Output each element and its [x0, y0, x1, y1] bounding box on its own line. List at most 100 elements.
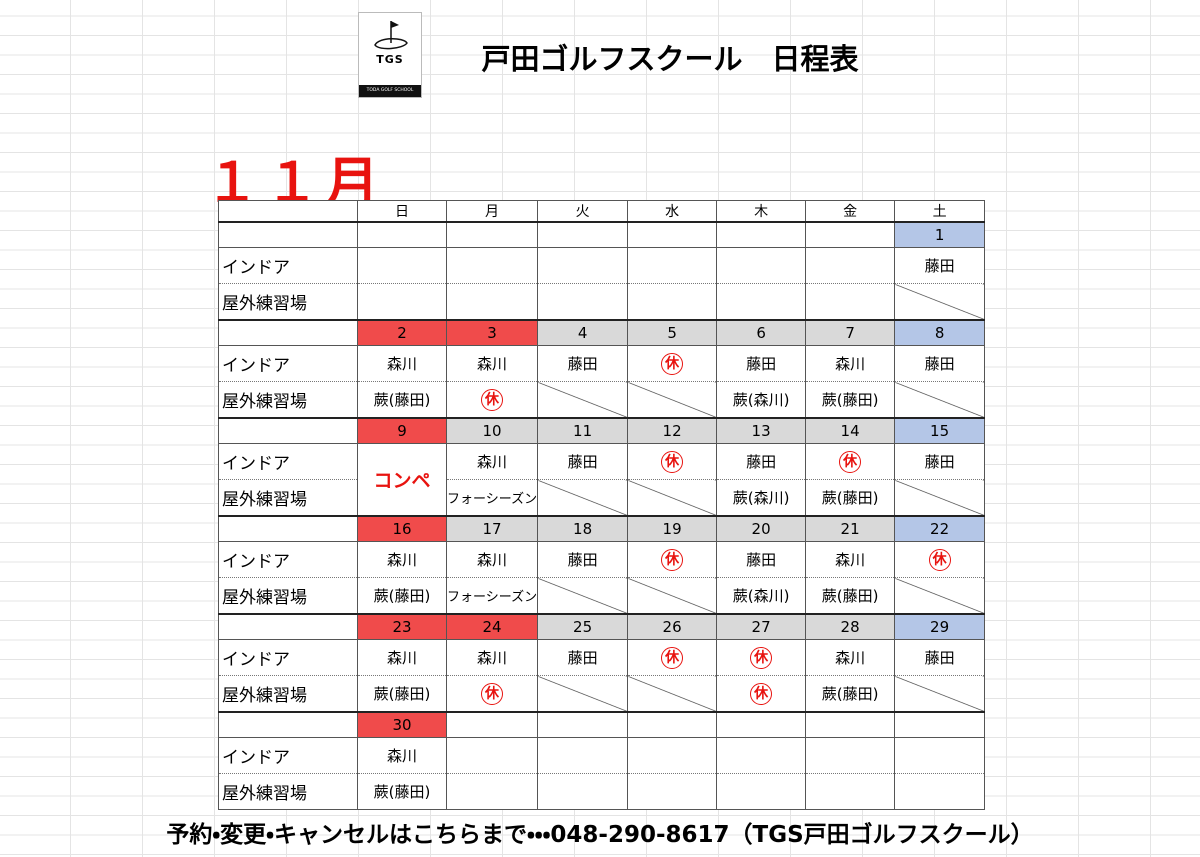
entry-cell: 森川 [445, 443, 539, 480]
row-label: インドア [218, 737, 358, 774]
cell-text: 19 [662, 520, 682, 538]
cell-text: 木 [754, 204, 769, 220]
date-cell: 2 [357, 319, 447, 346]
cell-text: インドア [222, 454, 290, 474]
cell-text: 26 [662, 618, 682, 636]
entry-cell [716, 247, 807, 284]
entry-cell [805, 773, 896, 810]
entry-cell: 藤田 [716, 345, 807, 382]
row-label: 屋外練習場 [218, 479, 358, 516]
cell-text: 28 [840, 618, 860, 636]
entry-cell: 森川 [357, 639, 447, 676]
indoor-row: インドア 森川 森川 藤田 休 休 森川 藤田 [218, 639, 986, 676]
date-cell: 8 [894, 319, 986, 346]
entry-cell: 蕨(藤田) [805, 675, 896, 712]
entry-cell: 森川 [805, 541, 896, 578]
date-cell: 28 [805, 613, 896, 640]
entry-cell [627, 283, 718, 320]
entry-cell [357, 283, 447, 320]
entry-cell: 森川 [357, 345, 447, 382]
cell-text: 蕨(森川) [732, 489, 790, 507]
entry-cell: 休 [894, 541, 986, 578]
entry-cell [894, 479, 986, 516]
date-row: 2 3 4 5 6 7 8 [218, 319, 986, 346]
cell-text: 21 [840, 520, 860, 538]
cell-text: 20 [751, 520, 771, 538]
entry-cell: 蕨(藤田) [805, 577, 896, 614]
date-cell: 7 [805, 319, 896, 346]
closed-mark: 休 [928, 548, 951, 571]
date-cell: 25 [537, 613, 629, 640]
entry-cell [894, 381, 986, 418]
entry-cell: 蕨(藤田) [357, 381, 447, 418]
cell-text: 17 [482, 520, 502, 538]
entry-cell: 藤田 [716, 541, 807, 578]
row-label: 屋外練習場 [218, 283, 358, 320]
date-cell: 13 [716, 417, 807, 444]
entry-cell: 蕨(藤田) [805, 381, 896, 418]
entry-cell: 休 [805, 443, 896, 480]
closed-mark: 休 [661, 646, 684, 669]
entry-cell: 蕨(藤田) [805, 479, 896, 516]
entry-cell [627, 773, 718, 810]
cell-text: 森川 [477, 551, 508, 569]
row-label: インドア [218, 443, 358, 480]
row-label: 屋外練習場 [218, 675, 358, 712]
date-cell: 5 [627, 319, 718, 346]
indoor-row: インドア 森川 森川 藤田 休 藤田 森川 休 [218, 541, 986, 578]
cell-text: インドア [222, 356, 290, 376]
date-cell: 4 [537, 319, 629, 346]
date-cell [805, 221, 896, 248]
footer: 予約・変更・キャンセルはこちらまで・・・048-290-8617（TGS戸田ゴル… [166, 822, 1034, 848]
label-cell [218, 319, 358, 346]
cell-text: 藤田 [924, 453, 955, 471]
indoor-row: インドア 藤田 [218, 247, 986, 284]
cell-text: 藤田 [746, 551, 777, 569]
entry-cell [537, 737, 629, 774]
entry-cell: 休 [445, 675, 539, 712]
cell-text: 月 [485, 204, 500, 220]
weekday-cell: 木 [716, 200, 807, 222]
date-cell: 10 [445, 417, 539, 444]
date-cell [537, 711, 629, 738]
cell-text: 蕨(藤田) [373, 587, 431, 605]
entry-cell [894, 283, 986, 320]
cell-text: 屋外練習場 [222, 294, 307, 314]
weekday-cell: 金 [805, 200, 896, 222]
entry-cell: 休 [627, 443, 718, 480]
indoor-row: インドア 森川 [218, 737, 986, 774]
date-cell [716, 221, 807, 248]
entry-cell: 休 [627, 639, 718, 676]
entry-cell [805, 283, 896, 320]
cell-text: 屋外練習場 [222, 784, 307, 804]
entry-cell: 休 [627, 541, 718, 578]
cell-text: 蕨(藤田) [821, 391, 879, 409]
cell-text: 8 [934, 324, 945, 342]
date-cell [445, 221, 539, 248]
cell-text: 藤田 [924, 649, 955, 667]
date-cell [357, 221, 447, 248]
date-cell: 11 [537, 417, 629, 444]
outdoor-row: 屋外練習場 フォーシーズン 蕨(森川) 蕨(藤田) [218, 479, 986, 516]
entry-cell [627, 247, 718, 284]
date-cell [805, 711, 896, 738]
entry-cell [894, 773, 986, 810]
cell-text: 森川 [386, 649, 417, 667]
cell-text: 藤田 [567, 649, 598, 667]
label-cell [218, 613, 358, 640]
cell-text: 6 [756, 324, 766, 342]
outdoor-row: 屋外練習場 蕨(藤田) 休 休 蕨(藤田) [218, 675, 986, 712]
row-label: 屋外練習場 [218, 773, 358, 810]
date-cell [627, 221, 718, 248]
entry-cell: 藤田 [537, 443, 629, 480]
entry-cell: 休 [627, 345, 718, 382]
cell-text: 森川 [835, 551, 866, 569]
date-cell: 12 [627, 417, 718, 444]
entry-cell: 森川 [445, 639, 539, 676]
entry-cell: 森川 [357, 541, 447, 578]
entry-cell: 藤田 [894, 247, 986, 284]
logo-icon [374, 21, 408, 50]
outdoor-row: 屋外練習場 蕨(藤田) [218, 773, 986, 810]
row-label: インドア [218, 639, 358, 676]
entry-cell [537, 381, 629, 418]
